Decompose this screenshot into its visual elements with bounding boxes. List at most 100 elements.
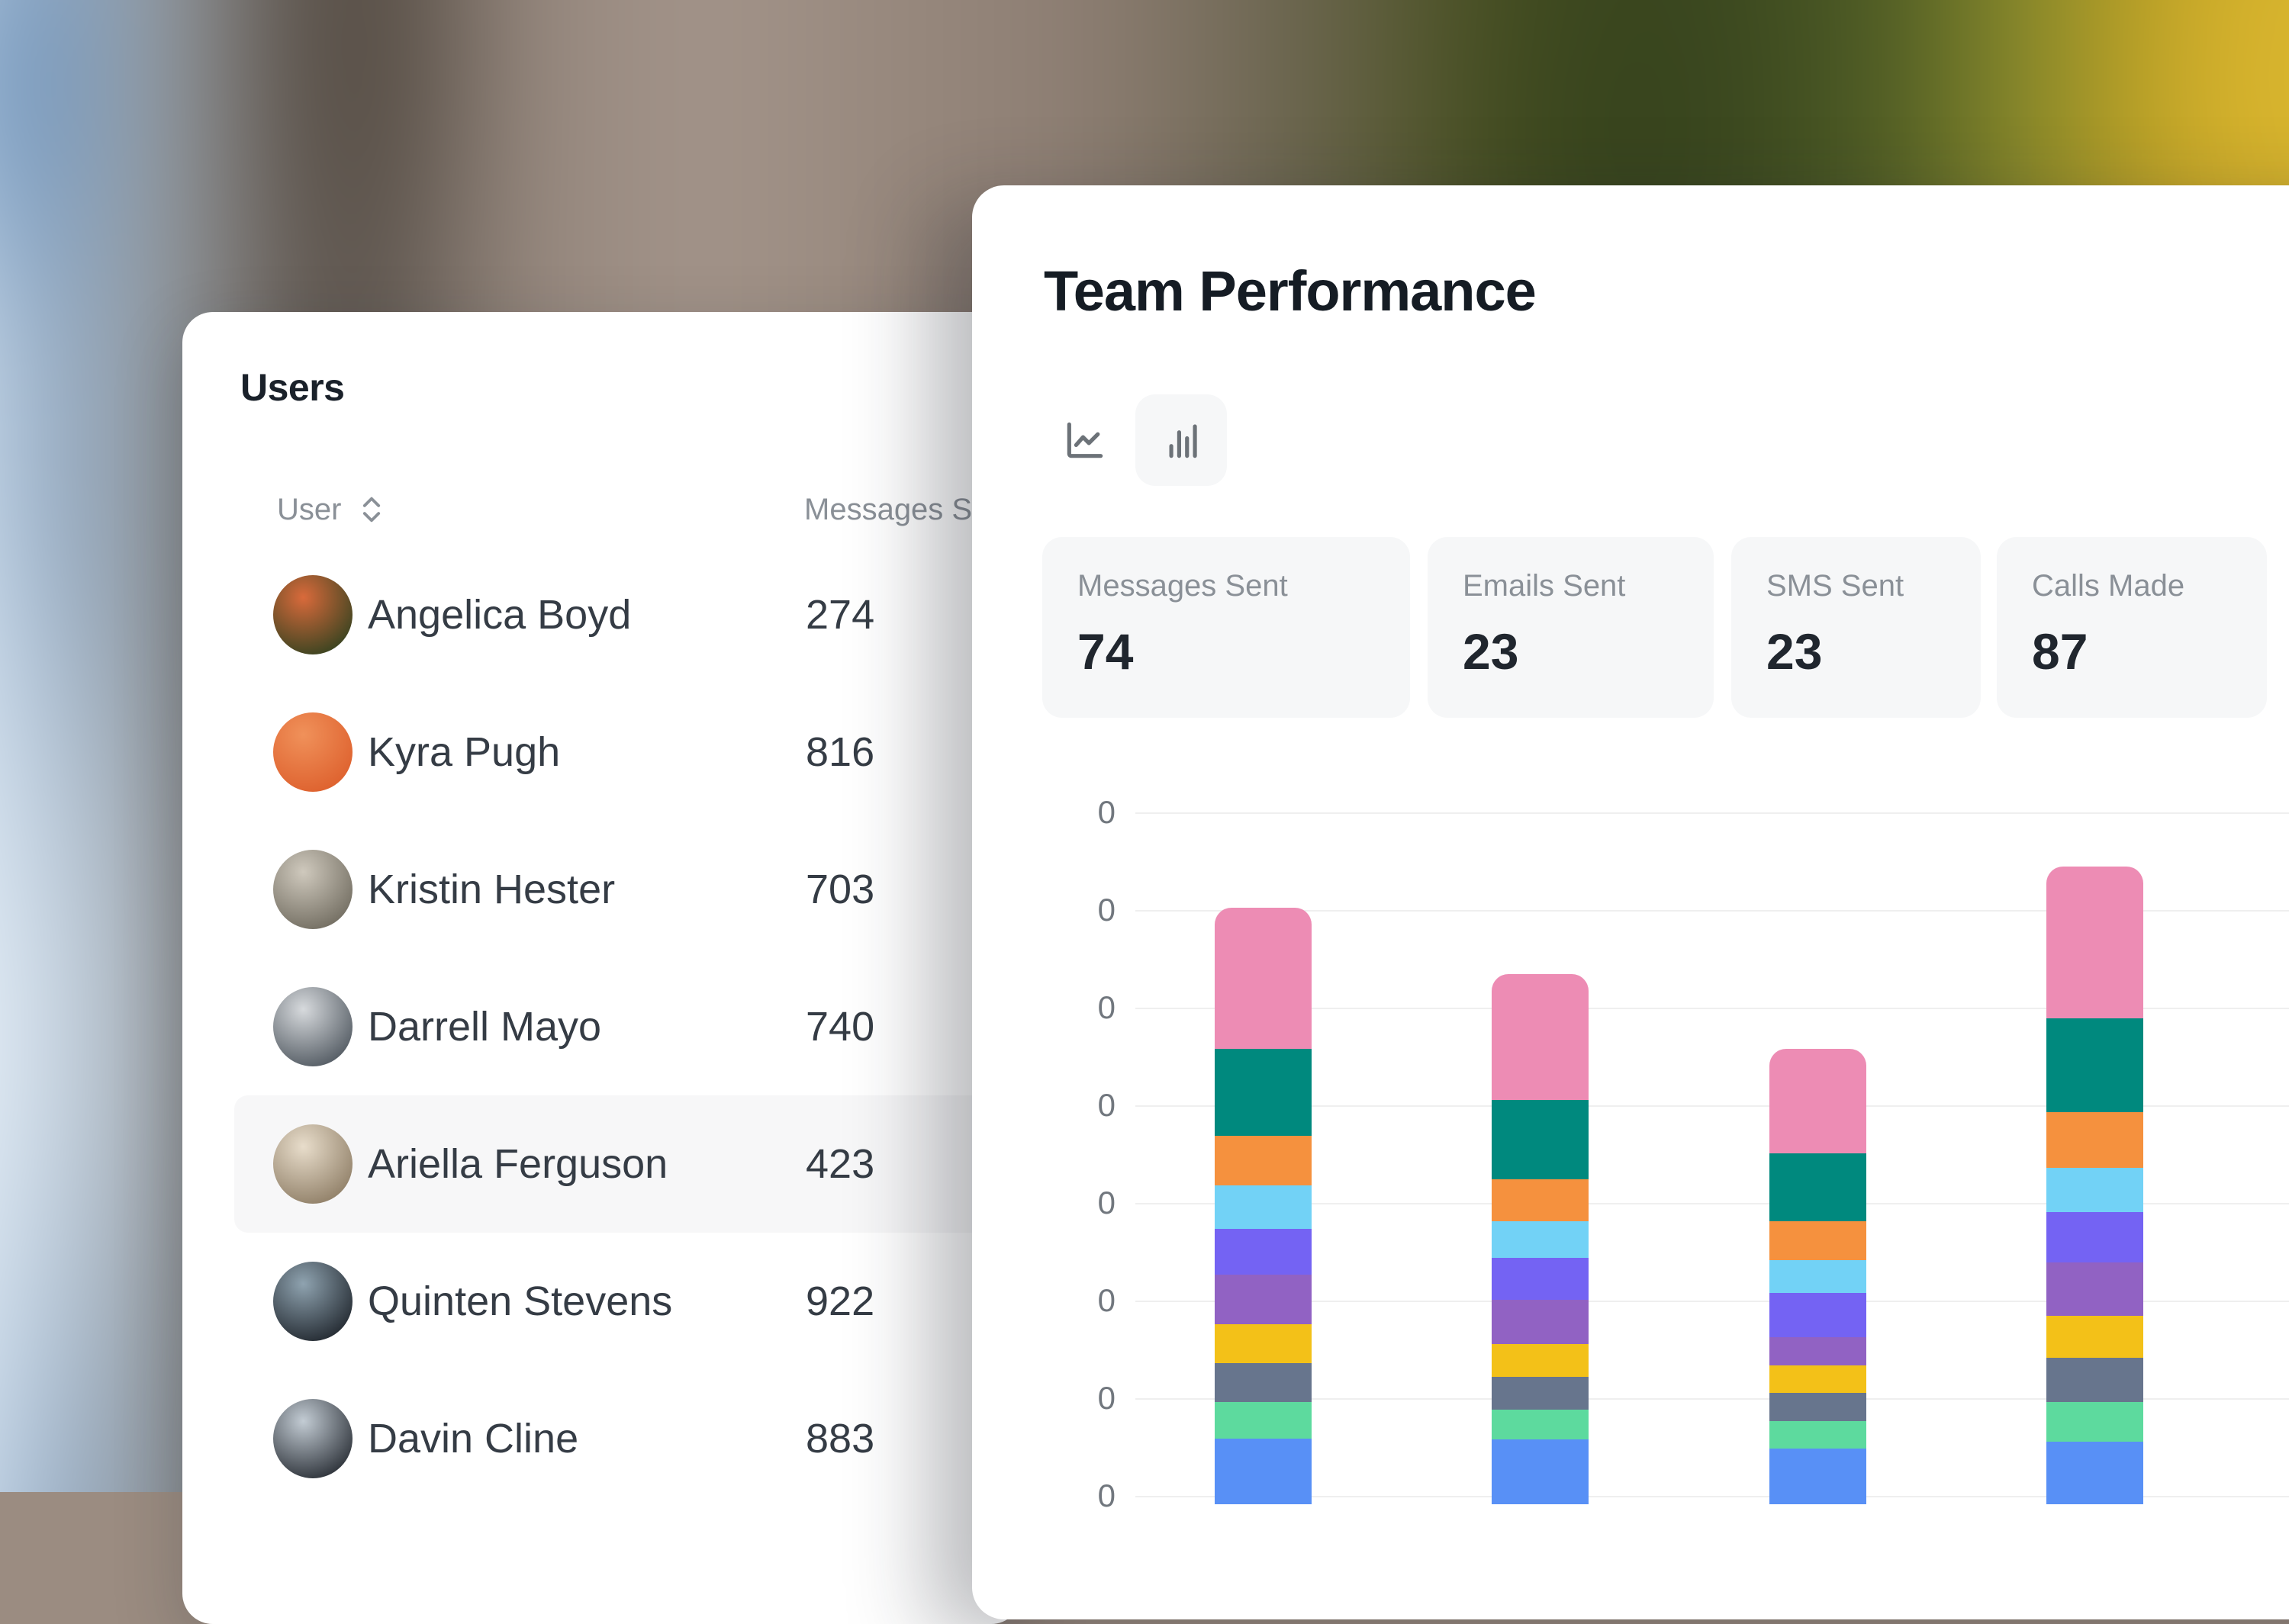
messages-sent-value: 922 — [806, 1278, 875, 1324]
bar-segment-blue — [2046, 1442, 2143, 1504]
table-row[interactable]: Kristin Hester 703 — [234, 821, 1022, 958]
users-panel-title: Users — [240, 366, 345, 409]
messages-sent-value: 883 — [806, 1416, 875, 1462]
avatar — [273, 987, 353, 1066]
bar-segment-purple — [1215, 1275, 1312, 1324]
avatar — [273, 850, 353, 929]
avatar — [273, 575, 353, 654]
y-axis-tick-label: 0 — [1097, 892, 1116, 928]
gridline — [1135, 1398, 2289, 1400]
bar-segment-green — [1769, 1421, 1866, 1449]
bar-segment-orange — [1215, 1136, 1312, 1185]
stat-card-label: Emails Sent — [1463, 569, 1626, 603]
stat-card-label: Calls Made — [2032, 569, 2185, 603]
table-row[interactable]: Quinten Stevens 922 — [234, 1233, 1022, 1370]
gridline — [1135, 910, 2289, 912]
stat-card-value: 74 — [1077, 623, 1134, 680]
bar-segment-orange — [1769, 1221, 1866, 1260]
bar-segment-pink — [1769, 1049, 1866, 1153]
bar-chart-icon — [1169, 424, 1197, 458]
stat-card-value: 87 — [2032, 623, 2088, 680]
user-name: Kristin Hester — [368, 867, 616, 912]
bar-segment-orange — [1492, 1179, 1589, 1221]
avatar — [273, 1399, 353, 1478]
bar-segment-violet — [2046, 1212, 2143, 1262]
gridline — [1135, 1008, 2289, 1009]
bar-segment-violet — [1215, 1229, 1312, 1275]
messages-sent-value: 703 — [806, 867, 875, 912]
y-axis-tick-label: 0 — [1097, 1380, 1116, 1416]
table-row[interactable]: Davin Cline 883 — [234, 1370, 1022, 1507]
team-performance-title: Team Performance — [1044, 259, 1537, 323]
bar-segment-yellow — [1769, 1365, 1866, 1393]
y-axis-tick-label: 0 — [1097, 1282, 1116, 1318]
line-chart-icon — [1067, 422, 1103, 458]
background-blob-lightblue — [0, 472, 207, 1492]
gridline — [1135, 812, 2289, 814]
y-axis-tick-label: 0 — [1097, 1185, 1116, 1220]
bar-segment-purple — [1769, 1337, 1866, 1365]
bar-segment-purple — [2046, 1262, 2143, 1316]
sort-icon — [363, 497, 381, 523]
user-name: Kyra Pugh — [368, 729, 561, 775]
column-header-user-label: User — [277, 492, 342, 526]
bar-segment-blue — [1215, 1439, 1312, 1504]
bar-segment-blue — [1492, 1439, 1589, 1504]
users-panel: Users User Messages Sent Angelica Boyd 2… — [182, 312, 1022, 1624]
stat-card: Calls Made 87 — [1997, 537, 2267, 718]
stacked-bar[interactable] — [1215, 908, 1312, 1504]
table-row[interactable]: Ariella Ferguson 423 — [234, 1095, 1022, 1233]
bar-segment-purple — [1492, 1300, 1589, 1344]
bar-segment-teal — [1215, 1049, 1312, 1136]
user-name: Angelica Boyd — [368, 592, 632, 638]
line-chart-view-button[interactable] — [1039, 394, 1131, 486]
messages-sent-value: 423 — [806, 1141, 875, 1187]
column-header-user[interactable]: User — [277, 490, 388, 529]
bar-segment-sky — [1215, 1185, 1312, 1229]
gridline — [1135, 1203, 2289, 1204]
bar-chart-view-button[interactable] — [1135, 394, 1227, 486]
background-blob-blue — [0, 0, 142, 376]
bar-segment-teal — [1769, 1153, 1866, 1221]
stacked-bar[interactable] — [1769, 1049, 1866, 1504]
stacked-bar[interactable] — [1492, 974, 1589, 1504]
user-name: Darrell Mayo — [368, 1004, 602, 1050]
messages-sent-value: 740 — [806, 1004, 875, 1050]
bar-segment-teal — [1492, 1100, 1589, 1179]
table-row[interactable]: Darrell Mayo 740 — [234, 958, 1022, 1095]
stat-card: Messages Sent 74 — [1042, 537, 1410, 718]
bar-segment-slate — [1769, 1393, 1866, 1421]
bar-segment-violet — [1769, 1293, 1866, 1337]
bar-segment-teal — [2046, 1018, 2143, 1112]
bar-segment-pink — [2046, 867, 2143, 1018]
y-axis-tick-label: 0 — [1097, 1478, 1116, 1513]
table-row[interactable]: Kyra Pugh 816 — [234, 683, 1022, 821]
user-name: Ariella Ferguson — [368, 1141, 668, 1187]
stat-card-value: 23 — [1766, 623, 1823, 680]
bar-segment-slate — [1215, 1363, 1312, 1402]
bar-segment-yellow — [2046, 1316, 2143, 1358]
user-name: Quinten Stevens — [368, 1278, 673, 1324]
bar-segment-sky — [2046, 1168, 2143, 1212]
bar-segment-slate — [2046, 1358, 2143, 1402]
bar-segment-green — [1492, 1410, 1589, 1439]
y-axis-tick-label: 0 — [1097, 794, 1116, 830]
table-row[interactable]: Angelica Boyd 274 — [234, 546, 1022, 683]
user-name: Davin Cline — [368, 1416, 579, 1462]
gridline — [1135, 1105, 2289, 1107]
bar-segment-green — [2046, 1402, 2143, 1442]
y-axis-tick-label: 0 — [1097, 1087, 1116, 1123]
bar-segment-pink — [1492, 974, 1589, 1100]
bar-segment-green — [1215, 1402, 1312, 1439]
stat-card-label: SMS Sent — [1766, 569, 1904, 603]
stacked-bar[interactable] — [2046, 867, 2143, 1504]
bar-segment-violet — [1492, 1258, 1589, 1300]
bar-segment-slate — [1492, 1377, 1589, 1410]
avatar — [273, 1262, 353, 1341]
bar-segment-pink — [1215, 908, 1312, 1049]
y-axis-tick-label: 0 — [1097, 989, 1116, 1025]
bar-segment-yellow — [1215, 1324, 1312, 1363]
avatar — [273, 712, 353, 792]
stat-card: Emails Sent 23 — [1428, 537, 1714, 718]
messages-sent-value: 274 — [806, 592, 875, 638]
